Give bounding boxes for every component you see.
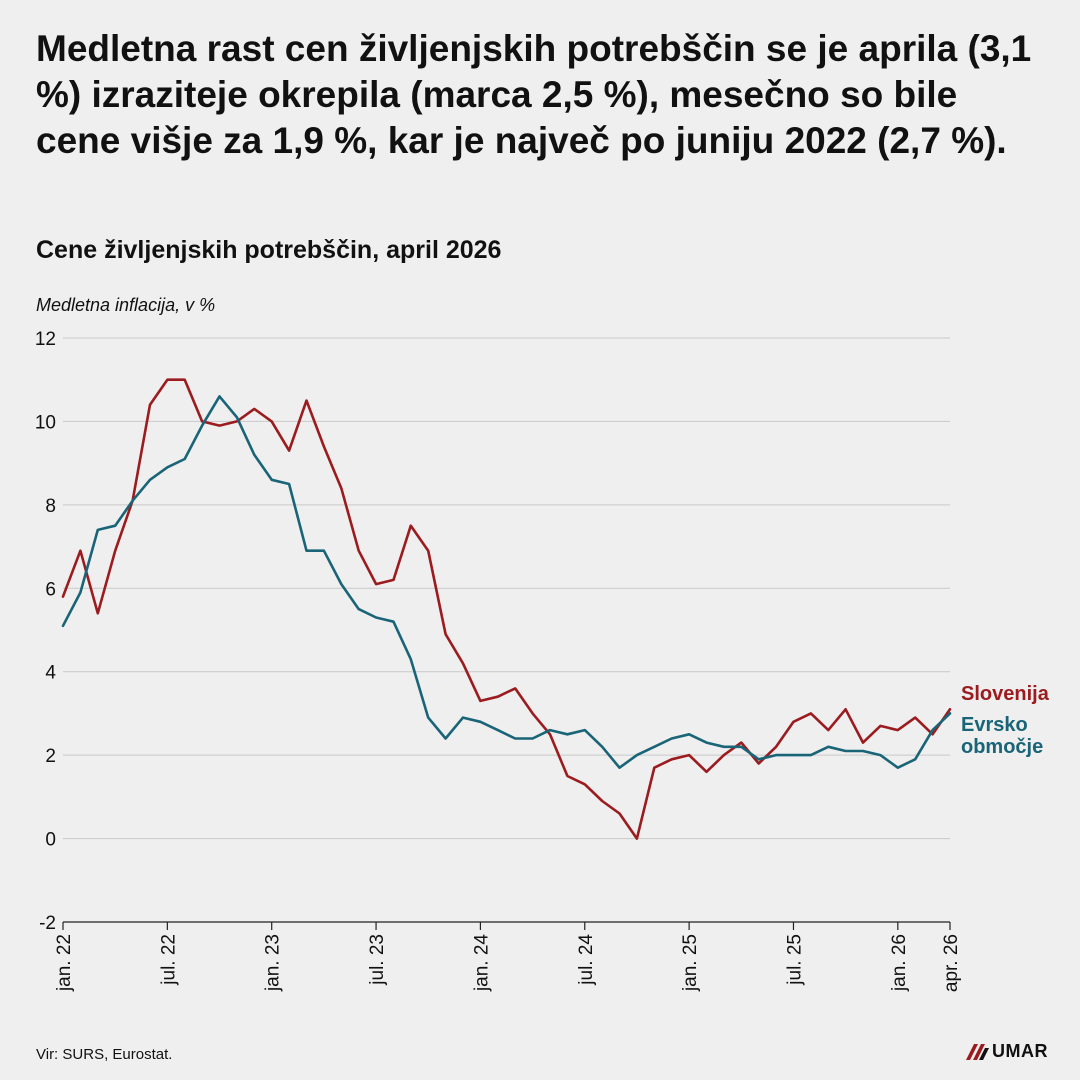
source-note: Vir: SURS, Eurostat. (36, 1046, 173, 1063)
y-tick-label: 6 (45, 579, 56, 600)
x-tick-label: jan. 23 (263, 934, 284, 992)
y-tick-label: 0 (45, 830, 56, 851)
y-tick-label: 12 (35, 329, 56, 350)
x-tick-label: jul. 22 (158, 934, 179, 986)
x-tick-label: jul. 25 (784, 934, 805, 986)
umar-logo: UMAR (966, 1040, 1048, 1062)
umar-logo-icon (966, 1044, 989, 1060)
legend-label: Slovenija (961, 683, 1050, 705)
x-tick-label: apr. 26 (941, 934, 962, 992)
x-tick-label: jan. 26 (889, 934, 910, 992)
y-tick-label: 2 (45, 746, 56, 767)
chart-title: Cene življenjskih potrebščin, april 2026 (36, 236, 502, 264)
x-tick-label: jan. 22 (54, 934, 75, 992)
x-tick-label: jan. 25 (680, 934, 701, 992)
y-axis-label: Medletna inflacija, v % (36, 295, 216, 315)
headline: Medletna rast cen življenjskih potrebšči… (36, 28, 1032, 161)
x-tick-label: jan. 24 (471, 934, 492, 992)
x-tick-label: jul. 24 (576, 934, 597, 986)
legend-label-line: Slovenija (961, 683, 1050, 705)
y-tick-label: -2 (39, 913, 56, 934)
logo-text: UMAR (992, 1040, 1048, 1061)
series-line-evrsko-območje (61, 395, 952, 770)
y-tick-label: 4 (45, 663, 56, 684)
x-tick-label: jul. 23 (367, 934, 388, 986)
legend-label-line: Evrsko (961, 714, 1028, 736)
legend-label: Evrsko območje (961, 714, 1043, 758)
y-tick-label: 10 (35, 412, 56, 433)
legend-label-line: območje (961, 736, 1043, 758)
y-tick-label: 8 (45, 496, 56, 517)
series-line-slovenija (61, 378, 952, 840)
